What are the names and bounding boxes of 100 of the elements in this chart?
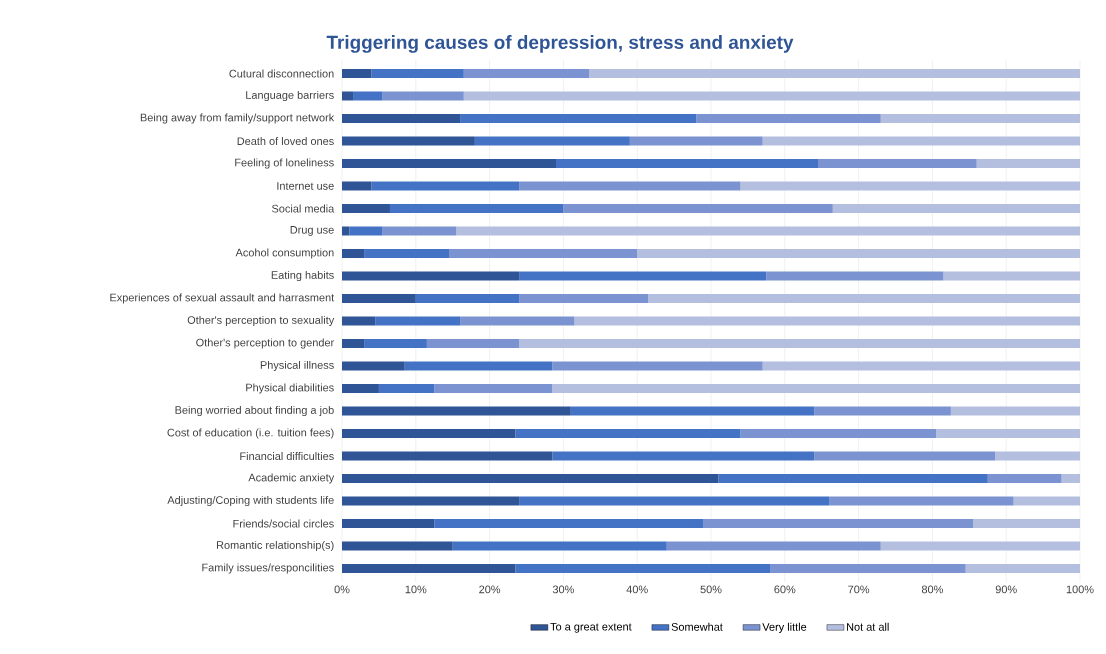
y-tick-label: Cutural disconnection: [229, 69, 334, 78]
bar: [342, 316, 376, 326]
y-tick-label: Friends/social circles: [233, 519, 334, 528]
bar: [880, 541, 1081, 551]
bar: [449, 248, 638, 258]
bar: [556, 158, 819, 168]
bar: [703, 518, 973, 528]
y-tick-label: Adjusting/Coping with students life: [167, 495, 334, 507]
legend-label: Very little: [762, 622, 807, 633]
bar: [519, 293, 649, 303]
bar: [589, 68, 1081, 78]
bar: [696, 113, 881, 123]
legend-label: To a great extent: [550, 622, 632, 633]
y-tick-label: Feeling of loneliness: [235, 158, 334, 169]
bar: [342, 271, 520, 281]
bar: [770, 563, 966, 573]
bar: [342, 361, 405, 371]
bar: [718, 473, 988, 483]
bar: [342, 91, 354, 101]
bar: [637, 248, 1081, 258]
x-tick-label: 90%: [995, 585, 1017, 594]
bar: [574, 316, 1081, 326]
bar: [342, 68, 372, 78]
bar: [342, 428, 516, 438]
bar: [378, 383, 435, 393]
bar: [832, 203, 1081, 213]
bar: [452, 541, 667, 551]
bar: [936, 428, 1081, 438]
x-tick-label: 10%: [405, 585, 427, 594]
y-tick-label: Drug use: [290, 226, 334, 236]
bar: [342, 496, 520, 506]
bar: [762, 136, 1081, 146]
bar: [382, 226, 457, 236]
y-tick-label: Internet use: [277, 182, 334, 190]
bar: [552, 451, 815, 461]
bar: [762, 361, 1081, 371]
bar: [342, 248, 365, 258]
bar: [829, 496, 1014, 506]
y-tick-label: Other's perception to gender: [196, 338, 335, 349]
y-tick-label: Being away from family/support network: [140, 113, 335, 124]
y-tick-label: Romantic relationship(s): [216, 540, 334, 552]
legend-label: Somewhat: [671, 622, 723, 631]
x-tick-label: 100%: [1066, 585, 1094, 594]
y-tick-label: Death of loved ones: [237, 136, 334, 146]
y-tick-label: Cost of education (i.e. tuition fees): [167, 428, 334, 439]
bar: [818, 158, 977, 168]
bar: [342, 518, 435, 528]
bar: [342, 293, 416, 303]
bar: [519, 271, 767, 281]
bar: [552, 361, 763, 371]
bar: [995, 451, 1081, 461]
bar: [371, 68, 464, 78]
bar: [342, 113, 461, 123]
bar: [463, 68, 590, 78]
bar: [648, 293, 1081, 303]
y-tick-label: Experiences of sexual assault and harrasment: [110, 293, 335, 304]
bar: [342, 541, 453, 551]
x-tick-label: 70%: [848, 585, 870, 594]
bar: [976, 158, 1081, 168]
bar: [342, 181, 372, 191]
y-tick-label: Physical illness: [260, 360, 334, 372]
bar: [766, 271, 944, 281]
bar: [375, 316, 461, 326]
y-tick-label: Eating habits: [271, 270, 334, 282]
legend-label: Not at all: [847, 622, 889, 631]
bar: [880, 113, 1081, 123]
y-tick-label: Physical diabilities: [246, 383, 334, 394]
bar: [463, 91, 1081, 101]
y-tick-label: Other's perception to sexuality: [187, 315, 335, 327]
bar: [434, 518, 704, 528]
x-tick-label: 60%: [774, 585, 796, 594]
bar: [552, 383, 1081, 393]
bar: [570, 406, 815, 416]
bar: [434, 383, 553, 393]
bar: [342, 203, 390, 213]
y-tick-label: Family issues/responcilities: [202, 563, 334, 574]
bar: [950, 406, 1081, 416]
y-tick-label: Being worried about finding a job: [175, 405, 334, 417]
bar: [943, 271, 1081, 281]
bar: [965, 563, 1081, 573]
y-tick-label: Academic anxiety: [248, 473, 335, 484]
bar: [371, 181, 520, 191]
x-tick-label: 40%: [626, 585, 648, 594]
bar: [389, 203, 564, 213]
bar: [519, 338, 1081, 348]
bar: [342, 406, 571, 416]
x-tick-label: 80%: [921, 585, 943, 594]
bar: [342, 563, 516, 573]
bar: [382, 91, 464, 101]
bar: [404, 361, 553, 371]
bar: [342, 383, 379, 393]
bar: [353, 91, 383, 101]
bar: [342, 451, 553, 461]
bar: [364, 248, 450, 258]
bar: [629, 136, 763, 146]
bar: [740, 181, 1081, 191]
bar: [342, 158, 557, 168]
bar: [1013, 496, 1081, 506]
x-tick-label: 30%: [552, 585, 574, 594]
y-tick-label: Acohol consumption: [235, 248, 334, 259]
